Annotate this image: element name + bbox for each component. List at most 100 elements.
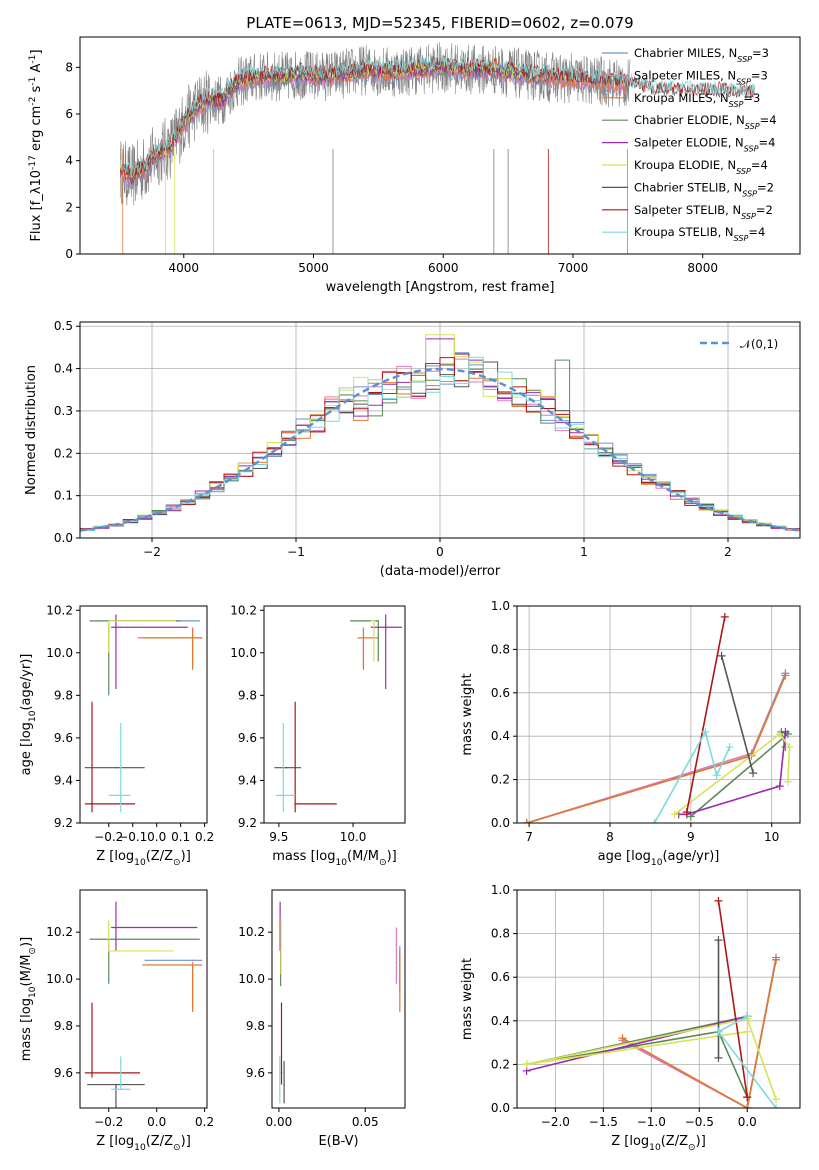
x-axis-label: Z [log10(Z/Z⊙)]	[96, 849, 191, 868]
x-tick-label: 0.00	[266, 1115, 293, 1129]
x-tick-label: 0.0	[147, 1115, 166, 1129]
weight-marker	[743, 1027, 752, 1036]
y-tick-label: 0.0	[491, 1101, 510, 1115]
x-tick-label: 0.1	[171, 830, 190, 844]
x-tick-label: 0.2	[195, 1115, 214, 1129]
legend-entry: Salpeter STELIB, NSSP=2	[634, 203, 773, 221]
y-tick-label: 9.6	[246, 1066, 265, 1080]
x-tick-label: 10.0	[340, 830, 367, 844]
panel-age-mass: 9.5 10.0 9.2 9.4 9.6 9.8 10.0 10.2 mass [log10(M…	[230, 603, 406, 868]
weight-series-line	[678, 731, 787, 816]
y-tick-label: 1.0	[491, 883, 510, 897]
axes-frame	[79, 36, 801, 255]
x-tick-label: 1	[580, 545, 588, 559]
panel-mass-EBV: 0.00 0.05 9.6 9.8 10.0 10.2 E(B-V)	[238, 889, 406, 1149]
x-axis-label: mass [log10(M/M⊙)]	[272, 849, 396, 868]
x-axis-label: age [log10(age/yr)]	[598, 849, 720, 868]
model-spectrum-line	[119, 55, 755, 178]
weight-marker	[775, 782, 784, 791]
data-point	[373, 620, 375, 622]
y-axis-label: mass weight	[460, 958, 475, 1040]
data-point	[115, 926, 117, 929]
data-point	[395, 961, 398, 964]
weight-series-line	[674, 732, 791, 815]
axes-frame	[516, 605, 801, 824]
weight-marker	[743, 1093, 752, 1102]
y-tick-label: 0.4	[491, 1014, 510, 1028]
y-tick-label: 2	[65, 200, 73, 214]
y-tick-label: 0.2	[491, 1057, 510, 1071]
plot-area-spectrum	[119, 42, 755, 254]
y-tick-label: 9.4	[54, 773, 73, 787]
weight-marker	[714, 1027, 723, 1036]
axes-frame	[79, 889, 208, 1109]
x-tick-label: 7000	[558, 261, 589, 275]
y-axis-label: Normed distribution	[24, 365, 39, 495]
legend-entry: Kroupa MILES, NSSP=3	[634, 91, 760, 109]
x-tick-label: 8	[606, 830, 614, 844]
x-tick-label: 8000	[687, 261, 718, 275]
data-point	[399, 964, 401, 966]
weight-marker	[772, 955, 781, 964]
axes-frame	[263, 605, 406, 824]
data-point	[191, 964, 194, 966]
y-tick-label: 0.8	[491, 642, 510, 656]
plot-area-mass-EBV	[278, 901, 401, 1104]
y-axis-label: Flux [f_λ10-17 erg cm-2 s-1 A-1]	[28, 49, 44, 241]
weight-marker	[714, 936, 723, 945]
weight-marker	[714, 1053, 723, 1062]
x-tick-label: −1.5	[589, 1115, 618, 1129]
y-tick-label: 10.2	[238, 925, 265, 939]
weight-series-line	[526, 1015, 748, 1072]
x-tick-label: 0.0	[147, 830, 166, 844]
y-tick-label: 0.2	[54, 446, 73, 460]
x-tick-label: −0.2	[94, 1115, 123, 1129]
plot-area-weight-age	[522, 612, 794, 823]
chart-title: PLATE=0613, MJD=52345, FIBERID=0602, z=0…	[246, 14, 633, 32]
data-point	[119, 1088, 122, 1091]
x-axis-label: E(B-V)	[318, 1134, 358, 1149]
panel-weight-age: 7 8 9 10 0.0 0.2 0.4 0.6 0.8 1.0 age [log10(age/yr…	[460, 599, 801, 868]
y-tick-label: 0.3	[54, 404, 73, 418]
data-point	[191, 637, 194, 639]
legend-entry: Salpeter MILES, NSSP=3	[634, 68, 768, 86]
y-tick-label: 9.8	[54, 688, 73, 702]
y-tick-label: 0	[65, 247, 73, 261]
y-tick-label: 0.2	[491, 773, 510, 787]
data-point	[107, 620, 110, 622]
panel-age-Z: −0.2−0.1 0.0 0.1 0.2 9.2 9.4 9.6 9.8 10.0 10.2 Z […	[19, 603, 214, 868]
x-tick-label: 0	[436, 545, 444, 559]
weight-marker	[749, 769, 758, 778]
x-tick-label: 6000	[428, 261, 459, 275]
y-tick-label: 0.0	[54, 531, 73, 545]
weight-marker	[650, 819, 659, 823]
plot-area-weight-Z	[522, 896, 781, 1108]
y-tick-label: 10.0	[238, 972, 265, 986]
weight-marker	[720, 612, 729, 621]
plot-area-residuals	[80, 334, 800, 533]
data-point	[384, 626, 387, 629]
weight-marker	[783, 777, 792, 786]
data-point	[191, 961, 194, 964]
y-tick-label: 0.4	[54, 362, 73, 376]
weight-marker	[781, 727, 790, 736]
axes-frame	[79, 321, 801, 539]
weight-series-line	[526, 1017, 777, 1100]
weight-marker	[701, 727, 710, 736]
data-point	[280, 950, 282, 952]
axes-frame	[271, 889, 406, 1109]
plot-area-mass-Z	[84, 901, 203, 1108]
weight-series-line	[720, 655, 754, 774]
x-tick-label: 9.5	[269, 830, 288, 844]
data-point	[278, 1088, 281, 1091]
y-tick-label: 9.6	[54, 731, 73, 745]
data-point	[362, 637, 365, 639]
y-axis-label: age [log10(age/yr)]	[19, 654, 38, 776]
weight-series-line	[717, 900, 748, 1098]
weight-marker	[522, 1060, 531, 1069]
y-tick-label: 1.0	[491, 599, 510, 613]
x-axis-label: Z [log10(Z/Z⊙)]	[96, 1134, 191, 1153]
panel-residuals: −2 −1 0 1 2 0.0 0.1 0.2 0.3 0.4 0.5 (data-model)/er…	[24, 319, 801, 579]
x-tick-label: 7	[525, 830, 533, 844]
